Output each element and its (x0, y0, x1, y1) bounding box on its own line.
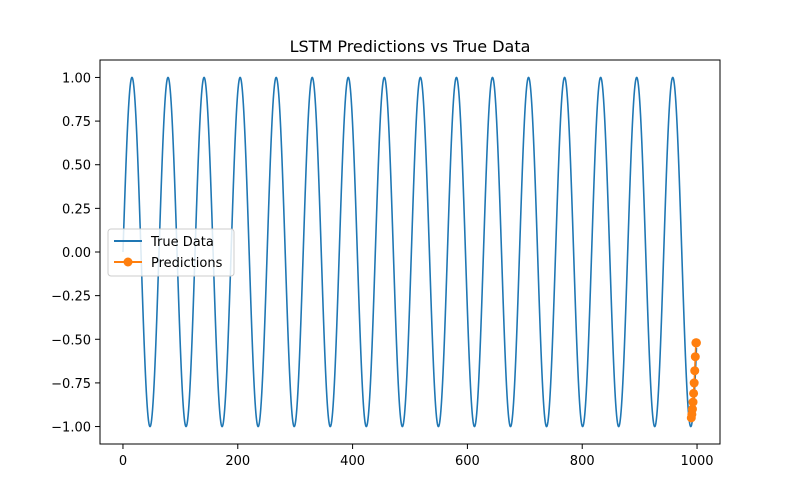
x-tick-label: 400 (340, 454, 365, 469)
x-tick-label: 200 (225, 454, 250, 469)
x-tick-label: 0 (119, 454, 127, 469)
legend-true-data-label: True Data (150, 235, 214, 250)
y-tick-label: 1.00 (62, 71, 91, 86)
y-tick-label: 0.25 (62, 202, 91, 217)
y-tick-label: −1.00 (51, 421, 91, 436)
prediction-point (687, 404, 697, 414)
prediction-point (689, 378, 699, 388)
axes: 0 200 400 600 800 1000 −1.00 −0.75 −0.50 −0.25 0.0… (51, 71, 713, 469)
x-tick-label: 1000 (680, 454, 713, 469)
legend-predictions-label: Predictions (151, 256, 223, 271)
y-tick-label: −0.25 (51, 290, 91, 305)
prediction-point (690, 366, 700, 376)
legend-predictions-marker (123, 257, 133, 267)
prediction-point (690, 352, 700, 362)
y-tick-label: −0.75 (51, 377, 91, 392)
series-true-data-line (122, 76, 698, 428)
y-tick-label: 0.50 (62, 159, 91, 174)
x-tick-label: 600 (455, 454, 480, 469)
legend: True Data Predictions (107, 228, 235, 277)
y-tick-label: 0.75 (62, 115, 91, 130)
prediction-point (689, 388, 699, 398)
prediction-point (688, 397, 698, 407)
y-tick-label: 0.00 (62, 246, 91, 261)
prediction-point (691, 338, 701, 348)
chart-title: LSTM Predictions vs True Data (290, 37, 531, 56)
y-tick-label: −0.50 (51, 333, 91, 348)
x-tick-label: 800 (570, 454, 595, 469)
plot-area (122, 76, 701, 428)
